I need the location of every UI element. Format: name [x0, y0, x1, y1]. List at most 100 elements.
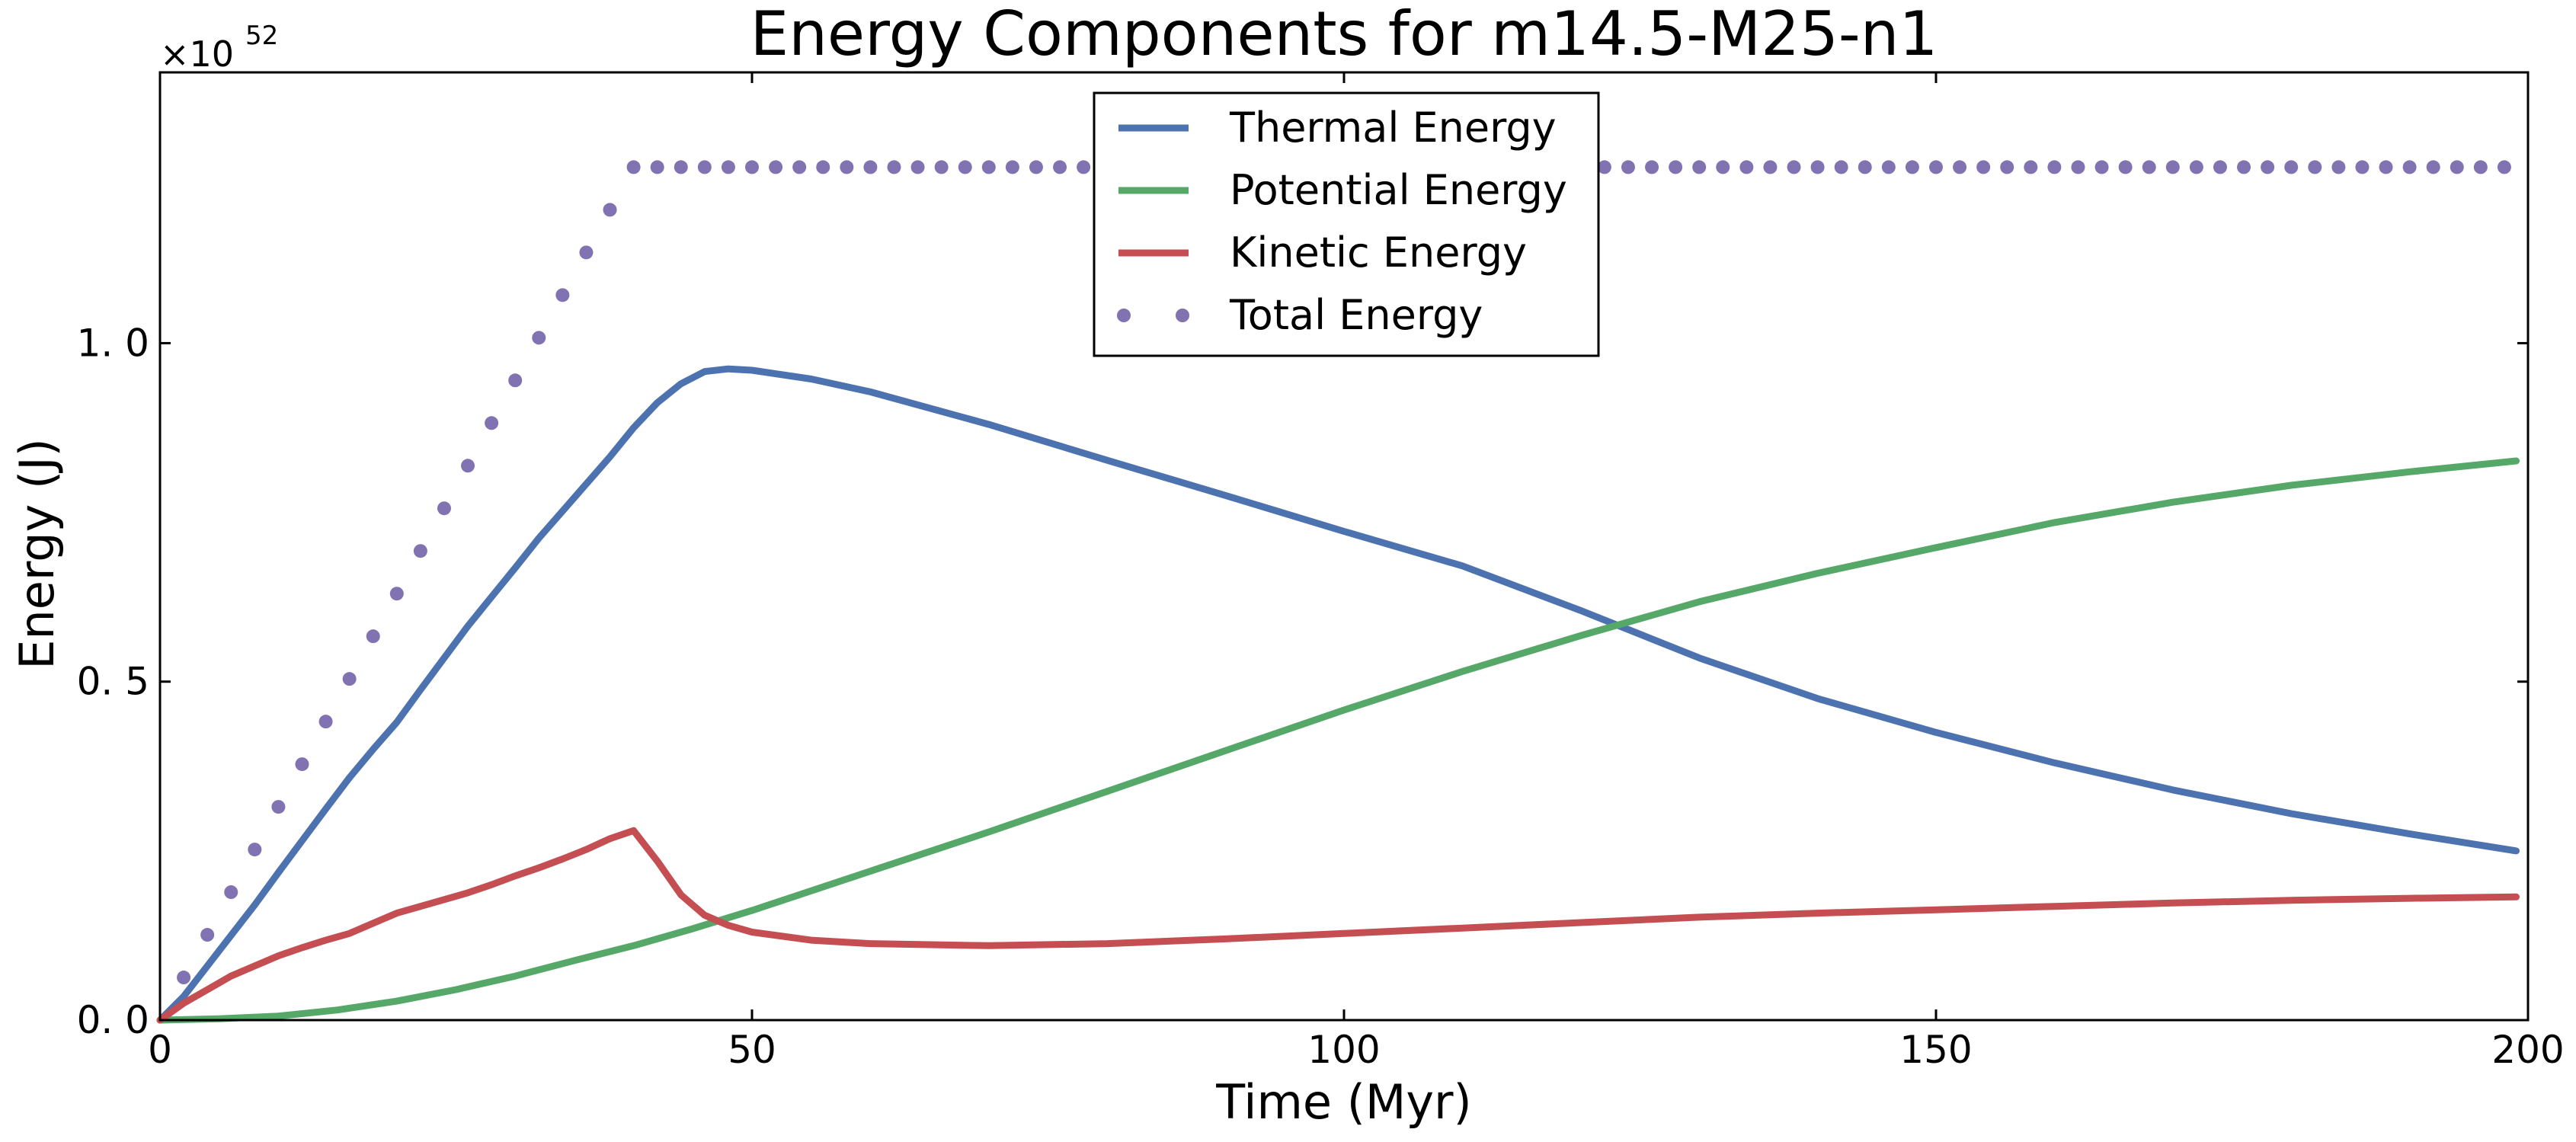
- plot-area: [156, 160, 2520, 1024]
- total-energy-point: [2047, 160, 2062, 174]
- total-energy-point: [981, 160, 996, 174]
- plot-frame: [158, 71, 2530, 1022]
- x-tick-label: 50: [728, 1028, 776, 1072]
- total-energy-point: [674, 160, 688, 174]
- total-energy-point: [532, 331, 546, 345]
- total-energy-point: [295, 757, 309, 772]
- legend-label: Total Energy: [1229, 291, 1483, 339]
- legend-item-total-energy: Total Energy: [1117, 291, 1483, 339]
- total-energy-point: [863, 160, 878, 174]
- total-energy-point: [579, 245, 594, 260]
- total-energy-point: [2142, 160, 2156, 174]
- total-energy-point: [2308, 160, 2322, 174]
- x-tick-label: 200: [2491, 1028, 2564, 1072]
- total-energy-point: [2331, 160, 2346, 174]
- total-energy-point: [2237, 160, 2251, 174]
- total-energy-point: [1692, 160, 1707, 174]
- total-energy-point: [1881, 160, 1896, 174]
- total-energy-point: [1597, 160, 1611, 174]
- total-energy-point: [1834, 160, 1848, 174]
- x-axis-label: Time (Myr): [1215, 1074, 1472, 1130]
- y-axis-label: Energy (J): [9, 438, 65, 669]
- chart-title: Energy Components for m14.5-M25-n1: [750, 0, 1938, 69]
- total-energy-point: [1716, 160, 1730, 174]
- total-energy-point: [2213, 160, 2227, 174]
- legend-label: Potential Energy: [1230, 166, 1567, 214]
- total-energy-point: [1053, 160, 1067, 174]
- total-energy-point: [485, 416, 499, 430]
- y-multiplier-exponent: 52: [245, 21, 278, 51]
- total-energy-point: [697, 160, 712, 174]
- total-energy-series: [177, 160, 2511, 985]
- total-energy-point: [1953, 160, 1967, 174]
- total-energy-point: [2497, 160, 2511, 174]
- x-tick-label: 150: [1899, 1028, 1972, 1072]
- total-energy-point: [1905, 160, 1919, 174]
- total-energy-point: [437, 501, 451, 516]
- total-energy-point: [1029, 160, 1043, 174]
- total-energy-point: [413, 544, 427, 558]
- total-energy-point: [2189, 160, 2203, 174]
- total-energy-point: [2071, 160, 2085, 174]
- total-energy-point: [366, 629, 380, 644]
- total-energy-point: [1005, 160, 1019, 174]
- total-energy-point: [1763, 160, 1778, 174]
- thermal-energy-line: [156, 365, 2520, 1024]
- total-energy-point: [2450, 160, 2464, 174]
- total-energy-point: [248, 843, 262, 857]
- y-tick-label: 0. 0: [77, 998, 149, 1042]
- total-energy-point: [934, 160, 949, 174]
- total-energy-point: [721, 160, 735, 174]
- total-energy-point: [2284, 160, 2299, 174]
- legend: Thermal Energy Potential Energy Kinetic En…: [1093, 91, 1600, 357]
- y-axis-multiplier: ×10 52: [160, 21, 278, 75]
- legend-item-kinetic-energy: Kinetic Energy: [1118, 229, 1527, 277]
- total-energy-point: [887, 160, 901, 174]
- potential-energy-line: [156, 457, 2520, 1024]
- total-energy-point: [1810, 160, 1825, 174]
- total-energy-point: [1976, 160, 1991, 174]
- total-energy-point: [508, 373, 523, 388]
- total-energy-point: [1739, 160, 1754, 174]
- total-energy-point: [177, 971, 191, 985]
- total-energy-point: [2402, 160, 2417, 174]
- total-energy-point: [224, 885, 238, 900]
- total-energy-point: [318, 715, 333, 729]
- legend-marker: [1176, 309, 1189, 322]
- total-energy-point: [650, 160, 664, 174]
- x-tick-label: 100: [1307, 1028, 1380, 1072]
- total-energy-point: [2261, 160, 2275, 174]
- total-energy-point: [1858, 160, 1872, 174]
- total-energy-point: [2379, 160, 2393, 174]
- total-energy-point: [2000, 160, 2014, 174]
- total-energy-point: [2426, 160, 2440, 174]
- total-energy-point: [1077, 160, 1091, 174]
- total-energy-point: [816, 160, 830, 174]
- legend-item-potential-energy: Potential Energy: [1118, 166, 1567, 214]
- legend-entries: Thermal Energy Potential Energy Kinetic En…: [1117, 104, 1567, 339]
- y-multiplier-base: ×10: [160, 34, 234, 75]
- total-energy-point: [626, 160, 641, 174]
- total-energy-point: [2355, 160, 2370, 174]
- total-energy-point: [1645, 160, 1659, 174]
- total-energy-point: [271, 800, 286, 814]
- total-energy-point: [389, 587, 404, 601]
- total-energy-point: [342, 672, 357, 686]
- y-tick-label: 0. 5: [77, 660, 149, 704]
- total-energy-point: [745, 160, 759, 174]
- total-energy-point: [958, 160, 972, 174]
- total-energy-point: [792, 160, 807, 174]
- total-energy-point: [2118, 160, 2133, 174]
- legend-marker: [1117, 309, 1131, 322]
- legend-label: Kinetic Energy: [1230, 229, 1527, 277]
- total-energy-point: [1787, 160, 1801, 174]
- total-energy-point: [1621, 160, 1635, 174]
- total-energy-point: [910, 160, 925, 174]
- total-energy-point: [2473, 160, 2488, 174]
- total-energy-point: [2024, 160, 2038, 174]
- total-energy-point: [603, 203, 617, 217]
- x-tick-label: 0: [148, 1028, 172, 1072]
- total-energy-point: [1929, 160, 1943, 174]
- legend-item-thermal-energy: Thermal Energy: [1118, 104, 1557, 152]
